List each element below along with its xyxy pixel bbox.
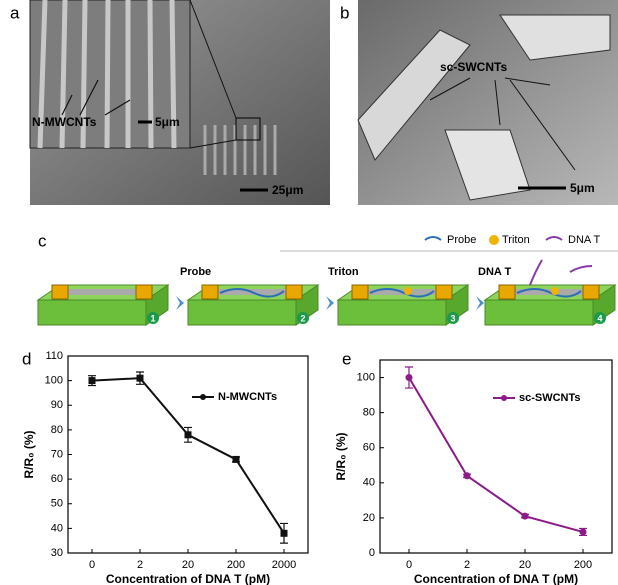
electrode <box>352 285 368 299</box>
y-tick-label: 40 <box>51 522 63 534</box>
x-tick-label: 20 <box>182 559 194 571</box>
x-tick-label: 200 <box>574 559 592 571</box>
x-tick-label: 2 <box>137 559 143 571</box>
y-axis-label: R/R₀ (%) <box>22 430 36 478</box>
electrode <box>136 285 152 299</box>
plot-frame <box>68 356 308 553</box>
step-number: 3 <box>450 313 455 323</box>
y-tick-label: 60 <box>363 442 375 454</box>
step-arrow <box>176 296 184 310</box>
panel-label: b <box>340 3 349 22</box>
substrate-front <box>485 300 593 325</box>
y-tick-label: 30 <box>51 547 63 559</box>
data-point <box>464 472 471 479</box>
substrate-front <box>38 300 146 325</box>
panel-label: c <box>38 231 47 250</box>
step-label: Triton <box>328 266 359 278</box>
y-tick-label: 20 <box>363 512 375 524</box>
legend-dna <box>546 237 562 240</box>
data-point <box>89 377 96 384</box>
panel-label: a <box>10 3 20 22</box>
triton <box>404 287 412 295</box>
x-tick-label: 200 <box>227 559 245 571</box>
page: {"panel_labels": ["a", "b", "c", "d", "e… <box>0 0 618 585</box>
electrode <box>52 285 68 299</box>
y-tick-label: 50 <box>51 498 63 510</box>
y-tick-label: 80 <box>363 407 375 419</box>
annotation: N-MWCNTs <box>32 115 97 129</box>
substrate-front <box>338 300 446 325</box>
x-tick-label: 20 <box>519 559 531 571</box>
scale-label: 5μm <box>570 181 595 195</box>
panel-label: d <box>22 349 31 368</box>
data-point <box>233 456 240 463</box>
x-axis-label: Concentration of DNA T (pM) <box>106 572 270 585</box>
legend-marker <box>200 394 206 400</box>
x-tick-label: 2000 <box>272 559 296 571</box>
y-tick-label: 80 <box>51 424 63 436</box>
annotation: sc-SWCNTs <box>440 60 507 74</box>
y-axis-label: R/R₀ (%) <box>334 432 348 480</box>
y-tick-label: 40 <box>363 477 375 489</box>
dna <box>530 260 592 285</box>
y-tick-label: 100 <box>357 371 375 383</box>
data-point <box>137 375 144 382</box>
legend-probe <box>425 237 441 240</box>
legend-label: sc-SWCNTs <box>519 392 581 404</box>
step-number: 2 <box>300 313 305 323</box>
y-tick-label: 90 <box>51 399 63 411</box>
y-tick-label: 70 <box>51 448 63 460</box>
x-tick-label: 0 <box>89 559 95 571</box>
triton <box>551 287 559 295</box>
channel <box>66 289 138 295</box>
electrode <box>286 285 302 299</box>
legend-marker <box>501 395 507 401</box>
data-point <box>185 431 192 438</box>
figure: N-MWCNTs 5μm 25μm sc-SWCNTs 5μm a b c d … <box>0 0 618 585</box>
legend-label: Triton <box>502 234 530 246</box>
y-tick-label: 110 <box>45 350 63 362</box>
legend-label: DNA T <box>568 234 600 246</box>
legend-triton <box>489 235 499 245</box>
step-label: Probe <box>180 266 211 278</box>
data-point <box>281 530 288 537</box>
legend-label: Probe <box>447 234 476 246</box>
scale-label: 25μm <box>272 183 303 197</box>
y-tick-label: 60 <box>51 473 63 485</box>
panel-label: e <box>342 349 351 368</box>
step-arrow <box>326 296 334 310</box>
step-label: DNA T <box>478 266 511 278</box>
y-tick-label: 100 <box>45 375 63 387</box>
data-point <box>522 513 529 520</box>
step-number: 1 <box>150 313 155 323</box>
legend-label: N-MWCNTs <box>218 391 277 403</box>
electrode <box>436 285 452 299</box>
scale-label: 5μm <box>155 115 180 129</box>
data-point <box>580 528 587 535</box>
electrode <box>499 285 515 299</box>
x-tick-label: 2 <box>464 559 470 571</box>
step-arrow <box>476 296 484 310</box>
electrode <box>583 285 599 299</box>
step-number: 4 <box>597 313 602 323</box>
electrode <box>202 285 218 299</box>
y-tick-label: 0 <box>369 547 375 559</box>
x-tick-label: 0 <box>406 559 412 571</box>
x-axis-label: Concentration of DNA T (pM) <box>414 572 578 585</box>
substrate-front <box>188 300 296 325</box>
data-point <box>406 374 413 381</box>
